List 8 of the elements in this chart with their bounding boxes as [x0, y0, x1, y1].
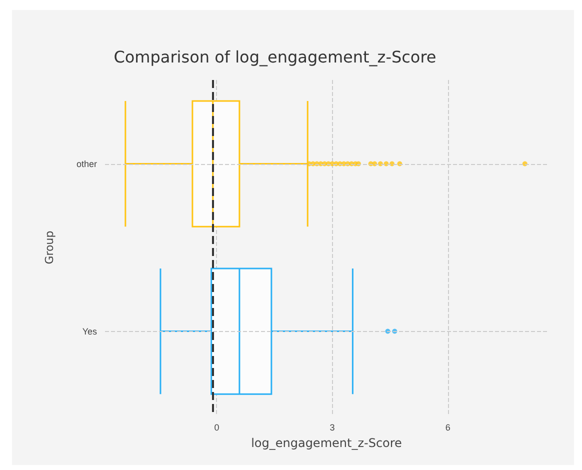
- x-tick-label: 6: [445, 422, 450, 432]
- x-axis-title: log_engagement_z-Score: [251, 436, 402, 450]
- x-tick-label: 0: [214, 422, 220, 432]
- chart-title: Comparison of log_engagement_z-Score: [114, 48, 436, 66]
- y-axis-title: Group: [43, 230, 56, 264]
- x-tick-label: 3: [330, 422, 335, 432]
- y-tick-label: Yes: [82, 326, 98, 336]
- y-tick-label: other: [76, 158, 97, 169]
